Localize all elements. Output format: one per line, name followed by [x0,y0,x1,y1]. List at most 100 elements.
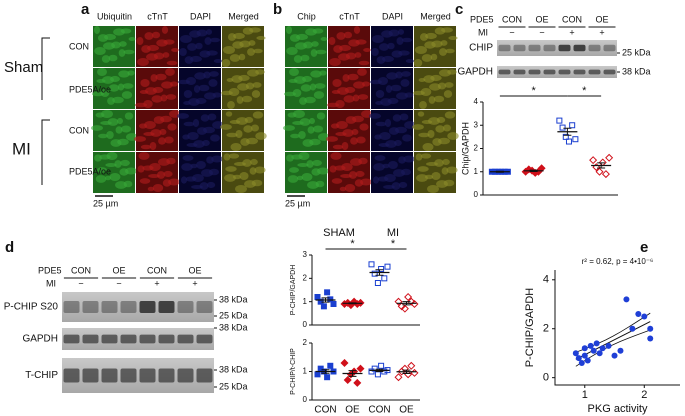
error-bar [321,369,330,374]
micrograph-texture [120,125,132,133]
micrograph-texture [399,113,409,121]
factor-label: PDE5 [470,14,494,24]
micrograph-texture [191,184,203,190]
micrograph-texture [429,83,441,91]
micrograph-texture [293,55,303,63]
micrograph-texture [113,28,125,36]
micrograph-texture [415,153,423,161]
micrograph-texture [436,180,448,188]
micrograph-texture [194,72,206,80]
micrograph-texture [327,102,339,108]
data-point [605,342,612,349]
micrograph-texture [235,185,247,193]
micrograph-texture [297,162,309,168]
micrograph-texture [288,167,300,173]
micrograph-texture [310,49,318,57]
data-point [562,133,569,140]
data-point [407,361,416,370]
micrograph-texture [104,175,112,181]
column-header: DAPI [382,11,403,21]
micrograph-texture [178,79,190,85]
data-point [569,122,576,129]
blot-band [588,44,601,52]
micrograph-texture [305,28,317,36]
micrograph-texture [156,39,168,47]
micrograph-texture [199,50,211,58]
micrograph-texture [193,85,201,93]
micrograph-texture [290,133,300,139]
micrograph-texture [345,116,357,124]
x-tick-label: 1 [582,389,588,401]
data-point [605,153,614,162]
micrograph-texture [330,152,342,160]
micrograph-texture [329,58,341,66]
x-tick-label: CON [314,405,336,416]
y-tick-label: 3 [303,250,308,259]
data-point [324,289,331,296]
error-bar [529,169,538,173]
y-tick-label: 0 [303,320,308,329]
error-bar [597,162,606,169]
y-tick-label: 0 [474,190,479,199]
row-label: PDE5A/oe [69,166,111,176]
micrograph-texture [96,167,108,173]
micrograph-texture [165,68,175,76]
x-tick-label: CON [368,405,390,416]
micrograph-texture [434,27,446,35]
micrograph-texture [181,163,193,171]
micrograph-texture [221,59,231,67]
micrograph-texture [336,32,346,40]
micrograph-texture [431,172,441,180]
micrograph-texture [387,42,395,50]
micrograph-texture [134,136,146,142]
blot-band [139,334,156,344]
micrograph-texture [140,144,152,150]
micrograph-texture [149,142,157,150]
micrograph-texture [398,181,408,189]
micrograph-texture [240,138,250,146]
micrograph-texture [369,113,381,119]
micrograph-texture [158,137,166,145]
micrograph-texture [417,166,429,172]
micrograph-texture [413,90,425,96]
x-tick-label: 2 [641,389,647,401]
column-header: Ubiquitin [97,11,132,21]
micrograph-texture [139,89,149,95]
micrograph-texture [243,125,253,133]
mi-sign: − [116,278,121,288]
blot-band [82,368,99,383]
micrograph-texture [355,170,365,178]
significance-star: * [531,85,536,97]
micrograph-texture [359,123,369,131]
micrograph-texture [253,48,263,54]
micrograph-texture [241,95,253,103]
data-point [635,311,642,318]
micrograph-texture [357,68,367,76]
micrograph-texture [308,117,316,125]
micrograph-texture [211,155,223,163]
micrograph-texture [204,37,212,45]
panel-label: d [5,239,14,256]
micrograph-texture [137,58,149,66]
micrograph-texture [223,153,231,161]
micrograph-texture [353,26,361,34]
blot-band [177,334,194,344]
blot-band [63,334,80,344]
data-point [596,350,603,357]
condition-label: CON [71,265,91,275]
micrograph-texture [98,133,108,139]
blot-band [603,69,616,75]
micrograph-texture [109,173,121,181]
data-point [572,350,579,357]
micrograph-texture [151,31,161,39]
micrograph-texture [446,166,458,174]
blot-band [543,69,556,75]
micrograph-texture [254,166,266,174]
micrograph-texture [103,42,115,50]
micrograph-texture [250,124,260,132]
micrograph-texture [310,70,322,78]
size-label: 25 kDa [219,381,248,391]
micrograph-texture [97,68,107,76]
y-tick-label: 3 [474,120,479,129]
